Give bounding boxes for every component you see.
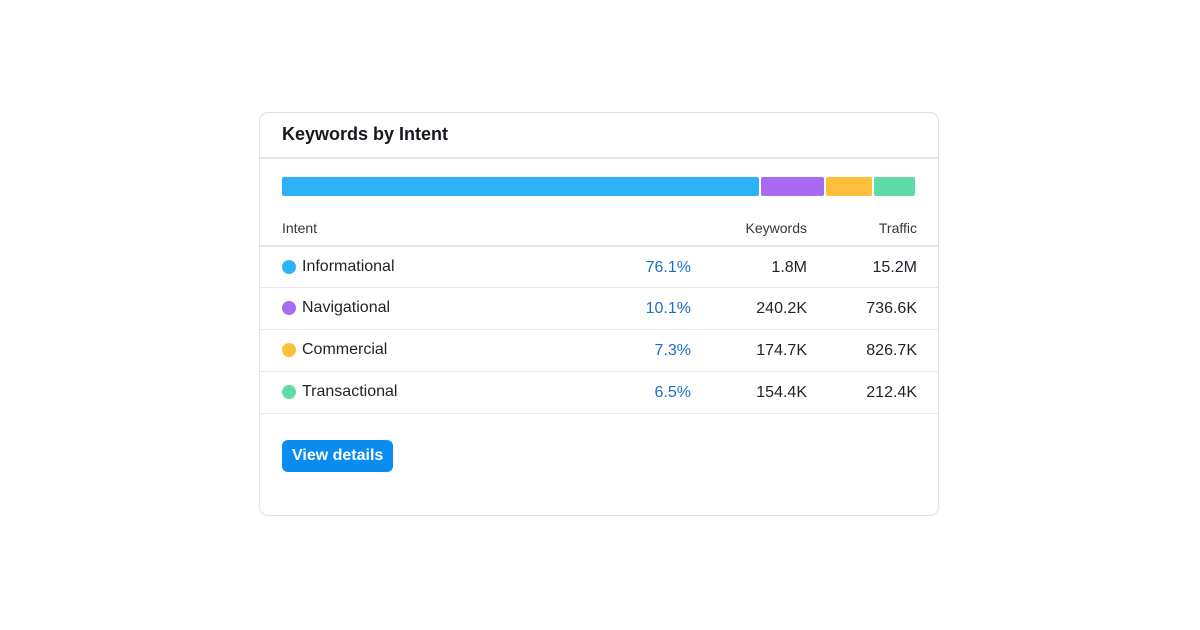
table-row-transactional: Transactional 6.5% 154.4K 212.4K [260,372,938,414]
keywords-value: 154.4K [756,384,807,401]
intent-distribution-bar [282,177,915,196]
traffic-value: 212.4K [866,384,917,401]
column-header-traffic[interactable]: Traffic [878,220,917,236]
keywords-value: 1.8M [771,259,807,276]
intent-name: Commercial [302,341,388,358]
traffic-value: 736.6K [866,300,917,317]
keywords-by-intent-card: Keywords by Intent Intent Keywords Traff… [259,112,939,516]
intent-table: Informational 76.1% 1.8M 15.2M Navigatio… [260,247,938,414]
intent-percent-link[interactable]: 7.3% [654,342,691,359]
keywords-value: 174.7K [756,342,807,359]
informational-dot-icon [282,260,296,274]
bar-segment-informational[interactable] [282,177,760,196]
column-header-intent: Intent [282,220,318,236]
intent-percent-link[interactable]: 10.1% [645,300,691,317]
transactional-dot-icon [282,385,296,399]
intent-name: Informational [302,258,395,275]
intent-name: Navigational [302,299,391,316]
intent-percent-link[interactable]: 6.5% [654,384,691,401]
keywords-value: 240.2K [756,300,807,317]
table-row-informational: Informational 76.1% 1.8M 15.2M [260,247,938,288]
bar-segment-navigational[interactable] [761,177,825,196]
card-title: Keywords by Intent [282,123,449,144]
bar-segment-commercial[interactable] [826,177,873,196]
table-header-divider [260,245,938,247]
traffic-value: 826.7K [866,342,917,359]
table-row-navigational: Navigational 10.1% 240.2K 736.6K [260,288,938,330]
intent-name: Transactional [302,383,398,400]
bar-segment-transactional[interactable] [874,177,915,196]
intent-percent-link[interactable]: 76.1% [645,259,691,276]
column-header-keywords[interactable]: Keywords [745,220,807,236]
commercial-dot-icon [282,343,296,357]
view-details-button[interactable]: View details [282,440,394,472]
table-row-commercial: Commercial 7.3% 174.7K 826.7K [260,330,938,372]
navigational-dot-icon [282,301,296,315]
traffic-value: 15.2M [872,259,917,276]
card-header: Keywords by Intent [260,113,938,159]
